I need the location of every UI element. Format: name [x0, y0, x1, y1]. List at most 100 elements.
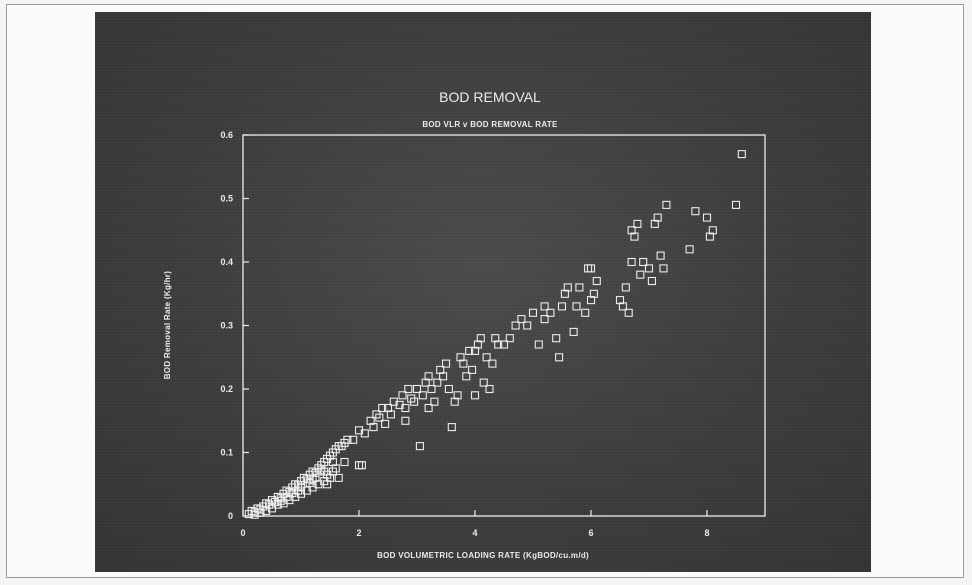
data-point	[691, 207, 700, 216]
data-point	[479, 378, 488, 387]
data-point	[439, 372, 448, 381]
data-point	[569, 327, 578, 336]
data-point	[488, 359, 497, 368]
data-point	[366, 416, 375, 425]
data-point	[647, 276, 656, 286]
data-point	[470, 391, 480, 400]
data-point	[705, 232, 714, 241]
data-point	[360, 429, 369, 438]
data-point	[456, 353, 465, 362]
data-point	[334, 473, 343, 482]
x-tick-label: 6	[588, 528, 593, 538]
data-point	[633, 219, 642, 228]
data-point	[540, 302, 549, 311]
data-point	[560, 289, 569, 298]
data-point	[572, 302, 581, 311]
x-tick-label: 2	[356, 528, 361, 538]
y-tick-label: 0.5	[220, 194, 233, 204]
data-point	[415, 442, 424, 451]
data-point	[450, 397, 459, 406]
data-point	[592, 276, 601, 286]
data-point	[650, 219, 659, 228]
data-point	[473, 340, 482, 349]
data-point	[737, 150, 746, 159]
data-point	[447, 423, 456, 432]
data-point	[294, 481, 303, 490]
data-point	[557, 302, 567, 311]
data-point	[357, 461, 366, 470]
data-point	[586, 264, 596, 273]
data-point	[430, 397, 439, 406]
data-point	[288, 489, 297, 498]
data-point	[659, 264, 668, 273]
data-point	[505, 334, 514, 343]
data-point	[517, 315, 526, 324]
data-point	[615, 296, 625, 305]
data-point	[436, 365, 445, 374]
scatter-chart: BOD REMOVAL BOD VLR v BOD REMOVAL RATE 0…	[163, 89, 766, 560]
data-points	[244, 150, 746, 519]
data-point	[708, 226, 717, 235]
data-point	[424, 403, 433, 413]
data-point	[441, 359, 451, 368]
data-point	[627, 257, 636, 267]
data-point	[383, 403, 393, 413]
data-point	[584, 264, 593, 273]
data-point	[250, 510, 259, 519]
data-point	[465, 346, 474, 355]
axis-ticks: 0 2 4 6 8 0 0.1 0.2 0.3 0.4 0.5 0.6	[220, 130, 709, 538]
data-point	[398, 391, 407, 400]
data-point	[412, 384, 422, 394]
data-point	[636, 270, 645, 279]
data-point	[311, 473, 320, 482]
data-point	[444, 384, 453, 394]
x-tick-label: 0	[240, 528, 245, 538]
data-point	[256, 508, 265, 517]
data-point	[308, 483, 317, 492]
y-tick-label: 0.1	[220, 448, 233, 458]
data-point	[656, 251, 665, 260]
x-axis-label: BOD VOLUMETRIC LOADING RATE (KgBOD/cu.m/…	[377, 551, 589, 560]
data-point	[523, 321, 532, 330]
data-point	[624, 308, 633, 317]
data-point	[540, 315, 549, 324]
data-point	[511, 321, 520, 330]
y-axis-label: BOD Removal Rate (Kg/hr)	[163, 271, 172, 380]
chart-title: BOD REMOVAL	[439, 89, 541, 105]
data-point	[485, 384, 494, 394]
data-point	[323, 480, 332, 489]
data-point	[349, 435, 358, 444]
data-point	[468, 365, 477, 374]
data-point	[328, 467, 337, 476]
data-point	[340, 457, 349, 467]
data-point	[459, 359, 468, 368]
data-point	[644, 264, 654, 273]
data-point	[586, 296, 596, 305]
data-point	[320, 467, 329, 476]
data-point	[653, 213, 662, 222]
data-point	[410, 397, 419, 406]
data-point	[621, 283, 630, 292]
data-point	[311, 468, 320, 477]
data-point	[731, 200, 741, 209]
data-point	[354, 461, 364, 470]
data-point	[534, 340, 543, 349]
data-point	[308, 475, 317, 484]
data-point	[296, 483, 306, 492]
chart-slide: BOD REMOVAL BOD VLR v BOD REMOVAL RATE 0…	[95, 12, 871, 572]
y-tick-label: 0.2	[220, 384, 233, 394]
data-point	[285, 487, 294, 496]
data-point	[494, 340, 503, 349]
data-point	[555, 353, 564, 362]
data-point	[528, 308, 538, 317]
y-tick-label: 0	[228, 511, 233, 521]
data-point	[476, 334, 485, 343]
data-point	[462, 372, 471, 381]
data-point	[262, 506, 271, 515]
data-point	[253, 504, 262, 513]
data-point	[424, 372, 433, 381]
data-point	[702, 213, 712, 222]
data-point	[343, 435, 352, 444]
chart-subtitle: BOD VLR v BOD REMOVAL RATE	[422, 120, 558, 129]
